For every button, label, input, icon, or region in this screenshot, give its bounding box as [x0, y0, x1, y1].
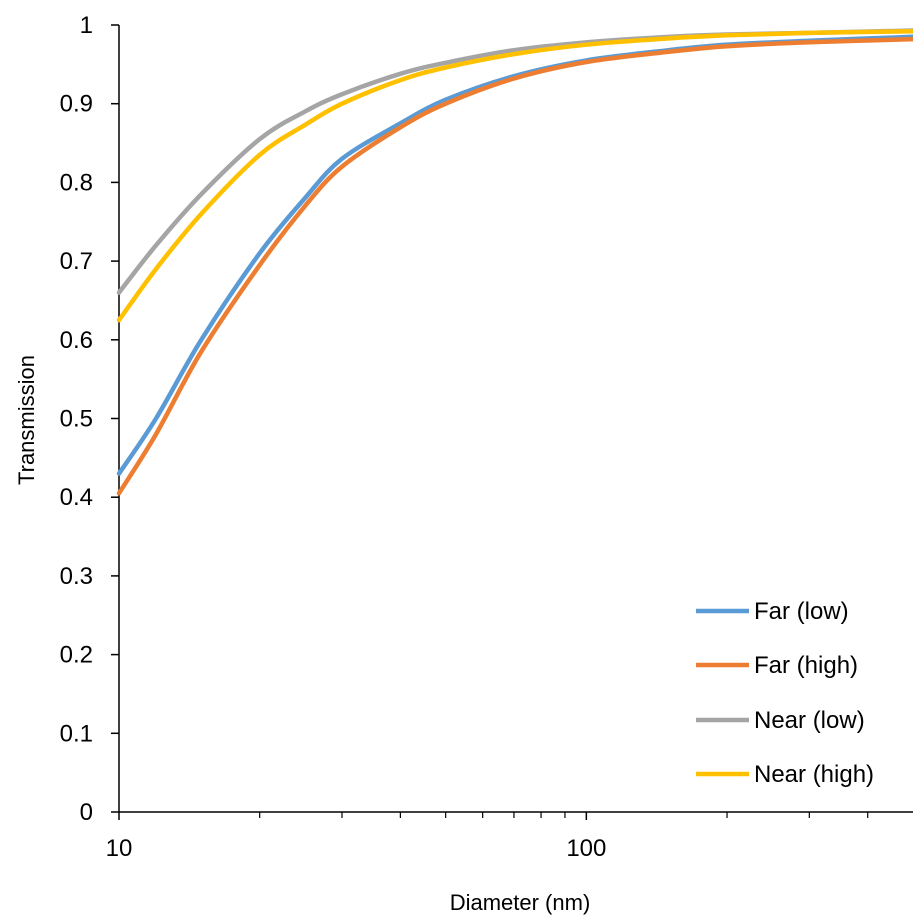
x-tick-label: 10 [106, 835, 133, 862]
series-line-near-low [119, 31, 913, 293]
series-line-far-high [119, 39, 913, 493]
legend: Far (low) Far (high) Near (low) Near (high) [696, 598, 874, 788]
series-line-far-low [119, 37, 913, 474]
y-tick-label: 0.8 [60, 169, 93, 196]
y-tick-label: 1 [80, 12, 93, 39]
y-tick-label: 0.9 [60, 91, 93, 118]
legend-label-far-low: Far (low) [754, 598, 849, 625]
y-axis-title: Transmission [14, 355, 39, 485]
y-tick-label: 0.1 [60, 720, 93, 747]
y-tick-label: 0.6 [60, 327, 93, 354]
y-tick-label: 0.2 [60, 642, 93, 669]
legend-label-far-high: Far (high) [754, 652, 858, 679]
y-tick-label: 0.5 [60, 406, 93, 433]
y-tick-label: 0 [80, 799, 93, 826]
x-tick-label: 100 [566, 835, 606, 862]
series-layer [119, 31, 913, 494]
y-tick-label: 0.7 [60, 248, 93, 275]
legend-label-near-high: Near (high) [754, 761, 874, 788]
x-axis-title: Diameter (nm) [450, 890, 591, 915]
axes: 0 0.1 0.2 0.3 0.4 0.5 0.6 0.7 0.8 0.9 1 10 100 [60, 12, 913, 862]
y-tick-label: 0.4 [60, 484, 93, 511]
legend-label-near-low: Near (low) [754, 707, 865, 734]
y-tick-label: 0.3 [60, 563, 93, 590]
